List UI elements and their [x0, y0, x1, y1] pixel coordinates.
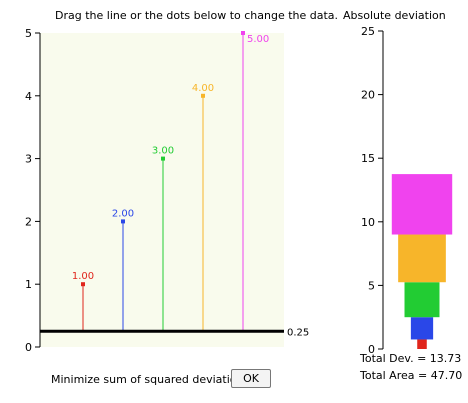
- deviation-square: [417, 339, 427, 349]
- deviation-square: [410, 317, 434, 340]
- deviation-bars: [391, 174, 453, 349]
- data-point-label: 1.00: [72, 271, 94, 282]
- y-tick-label: 1: [25, 278, 32, 291]
- deviation-y-tick-label: 15: [361, 152, 375, 165]
- deviation-y-tick-label: 5: [368, 279, 375, 292]
- deviation-y-tick-label: 20: [361, 89, 375, 102]
- data-point[interactable]: [161, 156, 165, 161]
- data-point-label: 5.00: [247, 34, 269, 45]
- data-point[interactable]: [201, 93, 205, 98]
- total-deviation: Total Dev. = 13.73: [360, 352, 462, 365]
- deviation-chart: 0 5 10 15 20 25: [361, 25, 453, 356]
- data-plot[interactable]: 0 1 2 3 4 5 1.00 2.00 3.00 4.00 5.00 0.25: [0, 0, 340, 360]
- deviation-y-tick-label: 0: [368, 343, 375, 356]
- data-points[interactable]: 1.00 2.00 3.00 4.00 5.00: [72, 31, 269, 332]
- y-tick-label: 0: [25, 341, 32, 354]
- data-point[interactable]: [241, 31, 245, 35]
- plot-background: [40, 33, 284, 347]
- deviation-y-axis: 0 5 10 15 20 25: [361, 25, 384, 356]
- deviation-square: [391, 174, 453, 235]
- y-tick-label: 4: [25, 90, 32, 103]
- y-tick-label: 2: [25, 215, 32, 228]
- y-tick-label: 5: [25, 27, 32, 40]
- total-area: Total Area = 47.70: [360, 369, 463, 382]
- data-point-label: 2.00: [112, 208, 134, 219]
- y-tick-label: 3: [25, 153, 32, 166]
- ok-button[interactable]: OK: [231, 369, 271, 388]
- instruction-text: Drag the line or the dots below to chang…: [55, 9, 339, 22]
- y-axis: 0 1 2 3 4 5: [25, 27, 41, 354]
- deviation-square: [404, 282, 440, 318]
- data-point[interactable]: [81, 282, 85, 287]
- deviation-y-tick-label: 25: [361, 25, 375, 38]
- deviation-square: [398, 234, 446, 283]
- deviation-y-tick-label: 10: [361, 216, 375, 229]
- data-point[interactable]: [121, 219, 125, 224]
- data-point-label: 4.00: [192, 83, 214, 94]
- deviation-chart-title: Absolute deviation: [343, 9, 446, 22]
- data-point-label: 3.00: [152, 146, 174, 157]
- fit-line-label: 0.25: [287, 327, 309, 338]
- minimize-label: Minimize sum of squared deviations: [51, 373, 250, 386]
